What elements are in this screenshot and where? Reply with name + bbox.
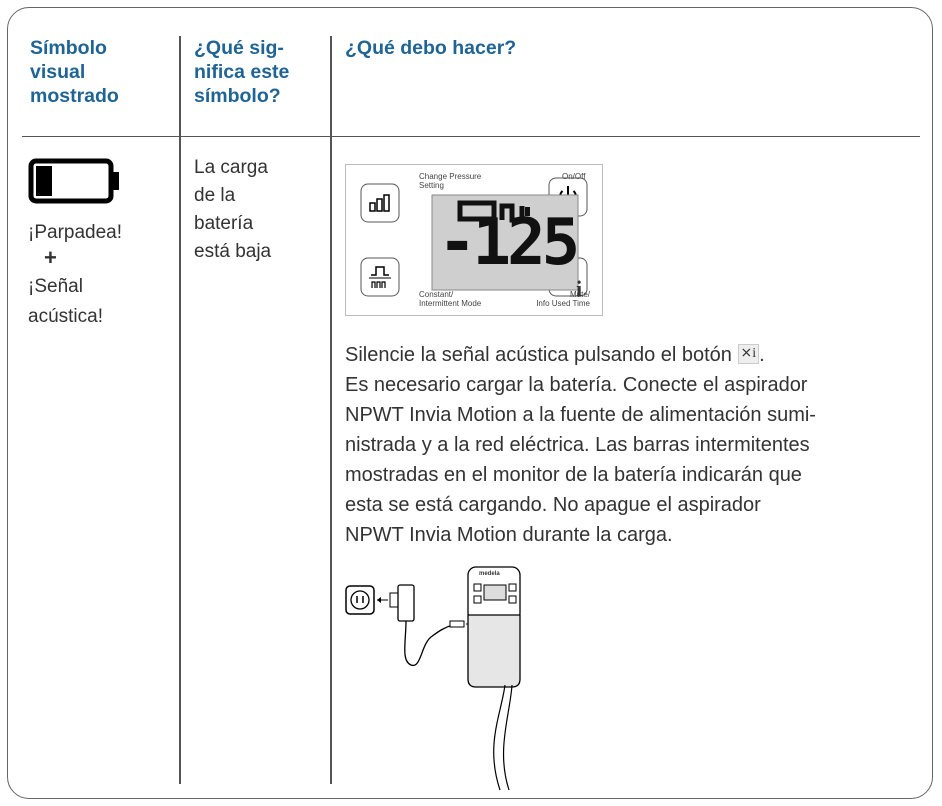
meaning-line: La carga [194, 157, 268, 178]
mute-icon-label: i [752, 346, 757, 361]
label-line: Intermittent Mode [419, 299, 482, 308]
lcd-value: -125 [438, 206, 580, 280]
device-brand: medela [479, 571, 500, 577]
label-mute: Mute/ Info Used Time [528, 290, 590, 308]
header-line: visual [30, 61, 86, 83]
instruction-first: Silencie la señal acústica pulsando el b… [345, 344, 765, 366]
mute-icon-label: i [576, 276, 583, 301]
charger-illustration [345, 566, 521, 791]
header-col3: ¿Qué debo hacer? [345, 37, 517, 59]
header-line: Símbolo [30, 37, 107, 59]
divider [179, 36, 181, 784]
meaning: La carga de la batería está baja [194, 154, 271, 266]
header-line: mostrado [30, 85, 119, 107]
divider [330, 36, 332, 784]
header-col1: Símbolo visual mostrado [30, 36, 119, 108]
symbol-text: ¡Parpadea! [28, 222, 123, 243]
instructions: Es necesario cargar la batería. Conecte … [345, 370, 816, 550]
instruction-line: mostradas en el monitor de la batería in… [345, 464, 802, 486]
header-line: símbolo? [194, 85, 281, 107]
header-col2: ¿Qué sig- nifica este símbolo? [194, 36, 289, 108]
label-line: Mute/ [569, 290, 590, 299]
symbol-text: ¡Señal [28, 276, 83, 297]
instruction-line: NPWT Invia Motion durante la carga. [345, 524, 673, 546]
label-line: Change Pressure [419, 172, 482, 181]
meaning-line: de la [194, 185, 236, 206]
label-change-pressure: Change Pressure Setting [419, 172, 481, 190]
instruction-line: esta se está cargando. No apague el aspi… [345, 494, 761, 516]
label-mode: Constant/ Intermittent Mode [419, 290, 481, 308]
battery-icon [28, 158, 119, 204]
symbol-text: + [44, 245, 57, 270]
instruction-line: NPWT Invia Motion a la fuente de aliment… [345, 404, 816, 426]
label-line: Info Used Time [536, 299, 590, 308]
header-line: ¿Qué sig- [194, 37, 284, 59]
label-line: Setting [419, 181, 444, 190]
label-line: Constant/ [419, 290, 454, 299]
meaning-line: batería [194, 213, 254, 234]
panel-graphics [360, 177, 588, 297]
label-on-off: On/Off [562, 172, 586, 181]
symbol-text: acústica! [28, 306, 103, 327]
instruction-line: nistrada y a la red eléctrica. Las barra… [345, 434, 810, 456]
header-rule [22, 136, 920, 138]
text: Silencie la señal acústica pulsando el b… [345, 344, 732, 366]
instruction-line: Es necesario cargar la batería. Conecte … [345, 374, 808, 396]
frame [7, 7, 933, 799]
panel [345, 164, 603, 316]
meaning-line: está baja [194, 241, 272, 262]
text: . [759, 344, 765, 366]
header-line: nifica este [194, 61, 290, 83]
